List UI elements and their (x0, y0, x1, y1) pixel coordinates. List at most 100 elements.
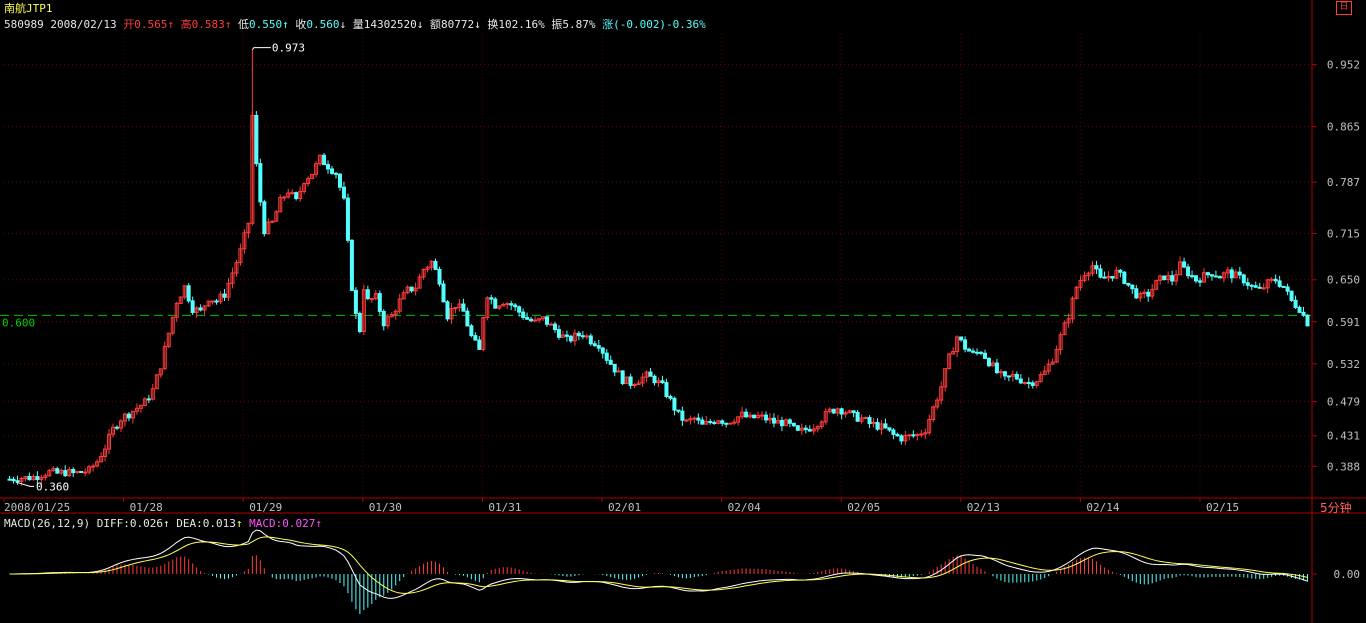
x-tick-label: 01/28 (130, 501, 163, 514)
candle-body (433, 260, 438, 270)
macd-axis: 0.00 (1312, 568, 1360, 581)
candle-body (831, 408, 836, 414)
candle-body (1066, 318, 1071, 324)
candle-body (608, 359, 613, 365)
candle-body (51, 468, 56, 472)
candle-body (67, 468, 72, 477)
candle-body (214, 300, 219, 303)
candle-body (258, 163, 263, 203)
candle-body (636, 382, 641, 386)
high-value: 0.583 (191, 18, 225, 31)
candle-body (1006, 375, 1011, 378)
candle-body (1297, 306, 1302, 313)
candle-body (1062, 322, 1067, 336)
candle-body (230, 272, 235, 284)
y-tick-label: 0.650 (1327, 274, 1360, 287)
candle-body (7, 478, 12, 481)
candle-body (807, 429, 812, 432)
candle-body (477, 339, 482, 350)
candle-body (552, 323, 557, 331)
y-tick-label: 0.388 (1327, 460, 1360, 473)
macd-value-label: MACD: (249, 517, 283, 530)
candle-body (680, 410, 685, 421)
candle-body (306, 178, 311, 185)
period-selector[interactable]: 5分钟 (1320, 501, 1352, 515)
quote-date: 2008/02/13 (50, 18, 117, 31)
candle-body (206, 300, 211, 307)
candle-body (27, 475, 32, 481)
candle-body (333, 172, 338, 175)
low-arrow-icon: ↑ (282, 18, 289, 31)
candle-body (1253, 285, 1258, 288)
x-tick-label: 02/01 (608, 501, 641, 514)
candle-body (134, 407, 139, 412)
candle-body (748, 414, 753, 418)
candle-body (533, 319, 538, 322)
amplitude-value: 5.87% (562, 18, 596, 31)
candle-body (15, 480, 20, 483)
day-view-button[interactable]: 日 (1336, 1, 1352, 15)
candle-body (927, 418, 932, 434)
candle-body (708, 421, 713, 424)
dea-value: 0.013 (202, 517, 236, 530)
candle-body (1014, 373, 1019, 380)
candle-body (326, 164, 331, 170)
amplitude-label: 振 (551, 18, 563, 31)
candle-body (158, 368, 163, 376)
candle-body (644, 371, 649, 378)
candle-body (266, 221, 271, 235)
candle-body (624, 376, 629, 385)
candle-body (783, 419, 788, 427)
candle-body (656, 380, 661, 384)
candle-body (588, 335, 593, 345)
candle-body (676, 409, 681, 412)
candle-body (911, 434, 916, 437)
candle-body (975, 351, 980, 354)
y-tick-label: 0.479 (1327, 396, 1360, 409)
candle-body (1229, 269, 1234, 279)
y-tick-label: 0.431 (1327, 430, 1360, 443)
macd-arrow-icon: ↑ (315, 517, 322, 530)
amount-value: 80772 (440, 18, 475, 31)
candle-body (1098, 268, 1103, 278)
candle-body (899, 435, 904, 442)
candle-body (75, 470, 80, 474)
candle-body (545, 316, 550, 325)
candle-body (863, 417, 868, 420)
macd-value: 0.027 (282, 517, 316, 530)
reference-line-label: 0.600 (2, 316, 35, 329)
candle-body (178, 296, 183, 304)
candle-body (951, 351, 956, 355)
candle-body (453, 307, 458, 310)
candle-body (71, 468, 76, 474)
candle-body (465, 310, 470, 327)
candle-body (851, 410, 856, 413)
quote-line: 580989 2008/02/13 开0.565↑ 高0.583↑ 低0.550… (4, 18, 706, 31)
candle-body (1058, 334, 1063, 350)
candle-body (895, 433, 900, 437)
candle-body (955, 336, 960, 353)
candle-body (59, 469, 64, 474)
candle-body (1225, 269, 1230, 274)
candle-body (744, 411, 749, 418)
candle-body (174, 302, 179, 318)
candle-body (592, 343, 597, 347)
candle-body (1030, 382, 1035, 386)
candle-body (513, 304, 518, 308)
candle-body (310, 173, 315, 180)
reference-line: 0.600 (0, 314, 1312, 329)
candle-body (947, 353, 952, 370)
candle-body (764, 414, 769, 421)
y-tick-label: 0.865 (1327, 121, 1360, 134)
candle-body (505, 303, 510, 306)
x-tick-label: 02/04 (728, 501, 761, 514)
candle-body (274, 211, 279, 222)
x-tick-label: 02/05 (847, 501, 880, 514)
candle-body (779, 419, 784, 427)
candle-body (485, 297, 490, 319)
candle-body (130, 410, 135, 419)
candle-body (1102, 276, 1107, 279)
candle-body (126, 413, 131, 419)
